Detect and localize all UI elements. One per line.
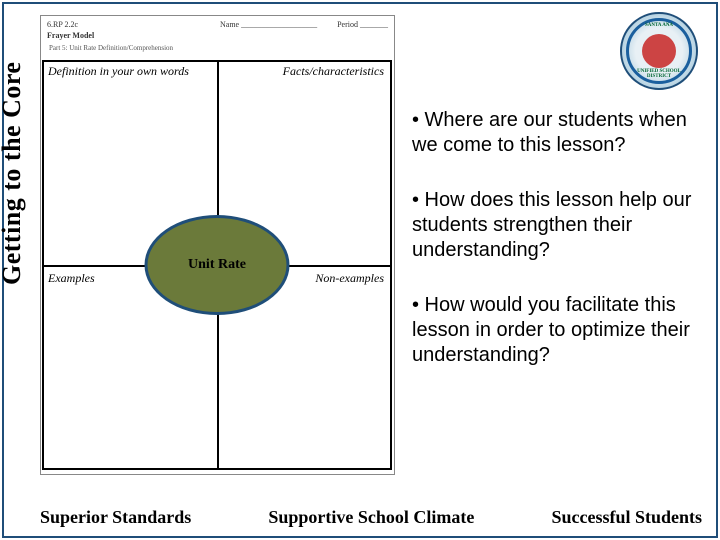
footer: Superior Standards Supportive School Cli…: [40, 507, 702, 528]
footer-right: Successful Students: [551, 507, 702, 528]
frayer-q3-label: Examples: [48, 271, 95, 286]
logo-center-icon: [642, 34, 676, 68]
worksheet-period-field: Period _______: [337, 20, 388, 29]
logo-ring: SANTA ANA UNIFIED SCHOOL DISTRICT: [626, 18, 692, 84]
logo-top-text: SANTA ANA: [629, 23, 689, 28]
worksheet-part: Part 5: Unit Rate Definition/Comprehensi…: [49, 44, 388, 52]
frayer-center-oval: Unit Rate: [145, 215, 290, 315]
questions-panel: • Where are our students when we come to…: [412, 108, 702, 398]
sidebar-title: Getting to the Core: [0, 62, 27, 285]
frayer-q1-label: Definition in your own words: [48, 64, 189, 79]
frayer-model: Definition in your own words Facts/chara…: [42, 60, 392, 470]
question-1: • Where are our students when we come to…: [412, 108, 702, 158]
worksheet-model: Frayer Model: [47, 31, 388, 40]
frayer-q2-label: Facts/characteristics: [283, 64, 384, 79]
frayer-q4-label: Non-examples: [315, 271, 384, 286]
worksheet-code: 6.RP 2.2c: [47, 20, 78, 29]
logo-bottom-text: UNIFIED SCHOOL DISTRICT: [629, 69, 689, 79]
worksheet-header: 6.RP 2.2c Name ___________________ Perio…: [41, 16, 394, 56]
worksheet-name-field: Name ___________________: [220, 20, 317, 29]
district-logo: SANTA ANA UNIFIED SCHOOL DISTRICT: [620, 12, 698, 90]
footer-center: Supportive School Climate: [268, 507, 474, 528]
footer-left: Superior Standards: [40, 507, 191, 528]
frayer-center-text: Unit Rate: [188, 257, 246, 273]
question-2: • How does this lesson help our students…: [412, 188, 702, 263]
question-3: • How would you facilitate this lesson i…: [412, 293, 702, 368]
